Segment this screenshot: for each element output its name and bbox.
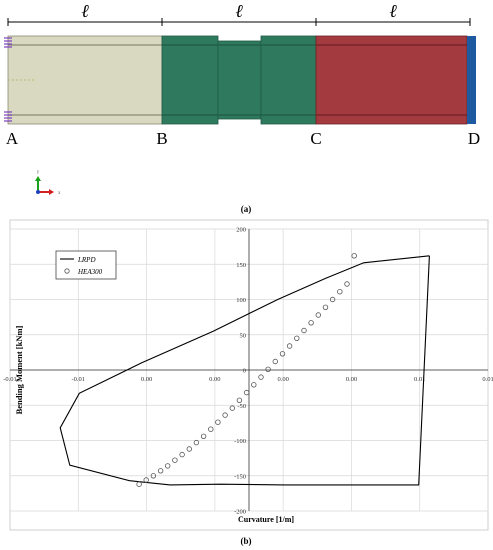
hea300-point <box>322 304 329 310</box>
hea300-point <box>193 439 200 446</box>
x-axis-title: Curvature [1/m] <box>238 515 294 524</box>
hea300-point <box>164 463 171 469</box>
legend-hea300-label: HEA300 <box>77 268 103 276</box>
end-plate <box>467 36 476 124</box>
hea300-point <box>279 351 286 357</box>
point-label-b: B <box>156 129 167 148</box>
segment-bc-right-part <box>260 35 317 125</box>
legend-hea300-swatch <box>64 268 70 274</box>
axis-triad-origin <box>36 190 40 194</box>
hea300-point <box>337 289 343 295</box>
hea300-point <box>229 405 235 411</box>
y-tick-label: 50 <box>240 332 247 339</box>
point-label-d: D <box>468 129 480 148</box>
chart-axes <box>10 229 488 511</box>
x-tick-label: 0.00 <box>209 376 220 383</box>
hea300-point <box>251 382 257 388</box>
y-tick-label: -50 <box>237 403 246 410</box>
hea300-point <box>179 451 185 458</box>
segment-cd <box>315 35 468 125</box>
hea300-point <box>200 433 207 439</box>
y-tick-label: -200 <box>234 509 246 516</box>
hea300-point <box>308 320 314 326</box>
series-hea300-markers <box>136 253 357 487</box>
hea300-point <box>215 419 221 425</box>
series-lrpd-line <box>59 255 430 486</box>
x-tick-label: 0.00 <box>346 376 357 383</box>
y-axis-title: Bending Moment [kNm] <box>14 325 24 414</box>
left-restraint-marks <box>4 37 12 122</box>
hea300-point <box>294 335 300 341</box>
point-label-c: C <box>310 129 321 148</box>
x-tick-label: 0.01 <box>414 376 425 383</box>
panel-a: ℓ ℓ ℓ A B <box>4 1 480 214</box>
legend: LRPD HEA300 <box>55 250 117 280</box>
hea300-point <box>150 473 157 479</box>
hea300-point <box>301 327 307 334</box>
x-tick-label: -0.01 <box>3 376 17 383</box>
hea300-point <box>243 389 250 396</box>
x-tick-label: 0.01 <box>482 376 493 383</box>
hea300-point <box>272 358 278 365</box>
hea300-point <box>172 457 178 463</box>
hea300-point <box>136 481 142 487</box>
segment-length-label-1: ℓ <box>81 1 89 21</box>
panel-b-caption: (b) <box>241 536 252 546</box>
y-tick-label: -100 <box>234 438 246 445</box>
point-label-a: A <box>6 129 19 148</box>
panel-b: -0.01 -0.01 0.00 0.00 0.00 0.00 0.01 0.01 -200-… <box>3 219 493 546</box>
axis-triad-x-label: x <box>58 191 61 196</box>
legend-lrpd-label: LRPD <box>77 256 96 264</box>
hea300-point <box>186 446 192 452</box>
segment-length-label-3: ℓ <box>389 1 397 21</box>
segment-bc-left-part <box>161 35 219 125</box>
hea300-point <box>143 477 149 483</box>
hea300-point <box>286 343 293 349</box>
hea300-point <box>344 281 350 287</box>
hea300-point <box>258 374 264 380</box>
hea300-point <box>351 253 357 259</box>
hea300-point <box>157 468 164 474</box>
legend-box <box>55 250 117 280</box>
hea300-point <box>236 397 243 403</box>
y-axis-ticks: -200 -150 -100 -50 0 50 100 150 200 <box>234 227 246 516</box>
y-tick-label: 150 <box>236 262 246 269</box>
x-axis-ticks: -0.01 -0.01 0.00 0.00 0.00 0.00 0.01 0.01 <box>3 376 493 383</box>
axis-triad-y-head <box>35 176 41 181</box>
hea300-point <box>329 296 336 303</box>
segment-ab <box>7 35 163 125</box>
y-tick-label: 0 <box>243 368 246 375</box>
panel-a-caption: (a) <box>241 204 252 214</box>
y-tick-label: 200 <box>236 227 246 234</box>
axis-triad-x-head <box>49 189 54 195</box>
x-tick-label: 0.00 <box>141 376 152 383</box>
axis-triad-y-label: y <box>37 170 40 175</box>
segment-bc <box>161 35 317 125</box>
segment-bc-reduced-part <box>217 40 262 120</box>
axis-triad: y x <box>35 170 61 196</box>
x-tick-label: 0.00 <box>277 376 288 383</box>
segment-length-label-2: ℓ <box>235 1 243 21</box>
x-tick-label: -0.01 <box>72 376 86 383</box>
hea300-point <box>265 366 271 372</box>
y-tick-label: -150 <box>234 473 246 480</box>
hea300-point <box>315 312 321 318</box>
hea300-point <box>208 426 214 432</box>
hea300-point <box>222 412 228 418</box>
y-tick-label: 100 <box>236 297 246 304</box>
